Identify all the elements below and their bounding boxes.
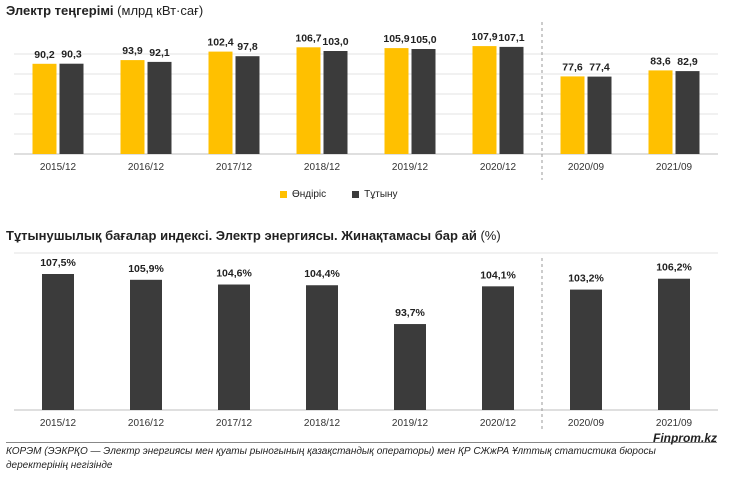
- chart1-tick-label: 2016/12: [128, 162, 165, 173]
- chart1-unit: (млрд кВт·сағ): [117, 3, 204, 18]
- chart2-bar: [130, 279, 162, 410]
- chart1-balance: 90,2 90,3 2015/12 93,9 92,1 2016/12 102,4 97,8 2…: [14, 22, 718, 180]
- chart1-bar-consumption: [59, 63, 84, 155]
- chart1-data-label: 105,0: [410, 34, 436, 46]
- chart1-bar-consumption: [147, 61, 172, 154]
- chart2-tick-label: 2020/12: [480, 418, 517, 429]
- chart1-data-label: 97,8: [237, 41, 258, 53]
- chart1-bar-production: [648, 70, 673, 154]
- chart1-tick-label: 2020/12: [480, 162, 517, 173]
- chart1-bar-production: [472, 46, 497, 154]
- chart2-tick-label: 2018/12: [304, 418, 341, 429]
- legend-swatch-consumption: [352, 191, 360, 198]
- chart1-tick-label: 2019/12: [392, 162, 429, 173]
- chart1-data-label: 107,9: [471, 31, 497, 43]
- chart1-bar-consumption: [675, 71, 700, 154]
- chart1-bar-consumption: [587, 76, 612, 154]
- chart1-legend: Өндіріс Тұтыну: [280, 189, 398, 200]
- chart1-tick-label: 2018/12: [304, 162, 341, 173]
- chart2-bar: [658, 278, 690, 410]
- legend-swatch-production: [280, 191, 287, 198]
- chart1-data-label: 92,1: [149, 47, 170, 59]
- chart2-tick-label: 2016/12: [128, 418, 165, 429]
- chart1-data-label: 90,2: [34, 49, 55, 61]
- chart2-title-text: Тұтынушылық бағалар индексі. Электр энер…: [6, 228, 477, 243]
- chart2-title: Тұтынушылық бағалар индексі. Электр энер…: [6, 228, 501, 243]
- chart1-bar-consumption: [235, 56, 260, 155]
- chart1-title-text: Электр теңгерімі: [6, 3, 114, 18]
- chart2-data-label: 105,9%: [128, 263, 164, 275]
- source-footnote: КОРЭМ (ЭЭКРҚО — Электр энергиясы мен қуа…: [6, 446, 656, 471]
- chart2-data-label: 104,1%: [480, 269, 516, 281]
- chart2-tick-label: 2015/12: [40, 418, 77, 429]
- chart2-data-label: 93,7%: [395, 307, 425, 319]
- chart1-data-label: 90,3: [61, 49, 82, 61]
- chart1-bar-production: [560, 76, 585, 154]
- footer-divider: [6, 442, 717, 443]
- chart2-unit: (%): [480, 228, 501, 243]
- chart2-cpi: 107,5% 2015/12 105,9% 2016/12 104,6% 2017/12 1…: [14, 252, 718, 432]
- chart2-bar: [218, 284, 250, 410]
- chart1-data-label: 82,9: [677, 56, 698, 68]
- legend-item-consumption: Тұтыну: [352, 189, 398, 200]
- chart1-data-label: 103,0: [322, 36, 348, 48]
- legend-label-consumption: Тұтыну: [364, 189, 398, 200]
- chart2-data-label: 104,4%: [304, 268, 340, 280]
- chart2-data-label: 107,5%: [40, 257, 76, 269]
- chart2-bar: [570, 289, 602, 410]
- chart1-bar-production: [32, 63, 57, 154]
- chart2-tick-label: 2020/09: [568, 418, 605, 429]
- chart1-tick-label: 2020/09: [568, 162, 605, 173]
- chart1-bar-consumption: [499, 46, 524, 154]
- chart2-bar: [394, 324, 426, 410]
- chart1-data-label: 77,4: [589, 62, 610, 74]
- chart2-tick-label: 2017/12: [216, 418, 253, 429]
- chart2-bar: [482, 286, 514, 410]
- brand-logo-text: Finprom.kz: [652, 431, 717, 445]
- chart1-data-label: 93,9: [122, 45, 143, 57]
- chart1-data-label: 77,6: [562, 61, 583, 73]
- chart2-bar: [306, 285, 338, 410]
- chart1-bar-consumption: [411, 49, 436, 154]
- chart1-title: Электр теңгерімі (млрд кВт·сағ): [6, 3, 203, 18]
- legend-label-production: Өндіріс: [292, 189, 327, 200]
- chart1-data-label: 105,9: [383, 33, 409, 45]
- chart2-tick-label: 2019/12: [392, 418, 429, 429]
- chart1-tick-label: 2017/12: [216, 162, 253, 173]
- legend-item-production: Өндіріс: [280, 189, 326, 200]
- chart1-bar-production: [296, 47, 321, 154]
- chart2-data-label: 104,6%: [216, 268, 252, 280]
- chart1-data-label: 83,6: [650, 55, 671, 67]
- chart1-bar-production: [384, 48, 409, 154]
- chart1-data-label: 107,1: [498, 32, 524, 44]
- chart1-tick-label: 2015/12: [40, 162, 77, 173]
- chart1-bar-production: [120, 60, 145, 154]
- chart1-tick-label: 2021/09: [656, 162, 693, 173]
- chart2-data-label: 103,2%: [568, 273, 604, 285]
- chart1-data-label: 102,4: [207, 37, 233, 49]
- chart1-bar-consumption: [323, 51, 348, 154]
- chart2-data-label: 106,2%: [656, 262, 692, 274]
- chart2-tick-label: 2021/09: [656, 418, 693, 429]
- chart1-bar-production: [208, 51, 233, 154]
- chart1-data-label: 106,7: [295, 32, 321, 44]
- chart2-bar: [42, 274, 74, 410]
